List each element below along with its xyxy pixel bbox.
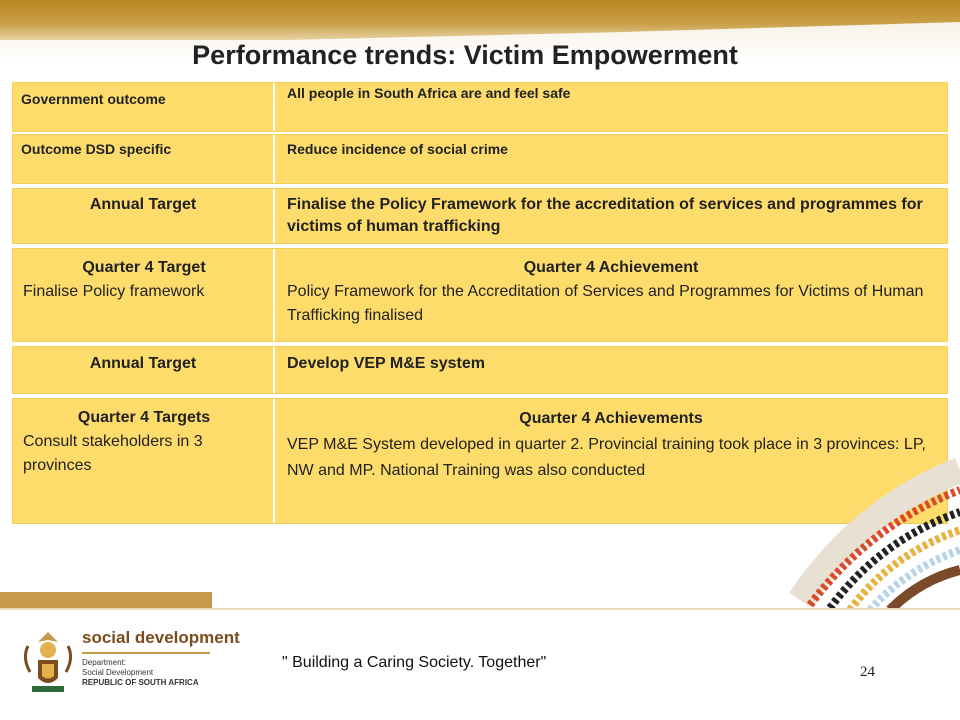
row-label: Annual Target (13, 347, 275, 393)
row-quarter4-targets-2: Quarter 4 Targets Consult stakeholders i… (12, 398, 948, 524)
quarter-achievement-heading: Quarter 4 Achievement (523, 259, 699, 276)
row-value: Finalise the Policy Framework for the ac… (287, 196, 923, 235)
department-block: Department: Social Development REPUBLIC … (82, 658, 199, 688)
quarter-target-heading: Quarter 4 Target (82, 259, 206, 276)
quarter-target-cell: Quarter 4 Target Finalise Policy framewo… (13, 249, 275, 341)
row-annual-target-1: Annual Target Finalise the Policy Framew… (12, 188, 948, 244)
department-label: Department: (82, 658, 127, 667)
quarter-achievement-heading: Quarter 4 Achievements (519, 410, 703, 427)
brand-name: social development (82, 628, 240, 647)
quarter-achievement-text: Policy Framework for the Accreditation o… (287, 283, 924, 324)
footer-accent-bar (0, 592, 212, 608)
row-label: Government outcome (13, 83, 275, 131)
slide-title: Performance trends: Victim Empowerment (192, 40, 738, 70)
row-value: Develop VEP M&E system (287, 355, 486, 372)
row-value: All people in South Africa are and feel … (287, 85, 571, 101)
page-number: 24 (860, 664, 875, 680)
quarter-target-heading: Quarter 4 Targets (77, 409, 211, 426)
quarter-target-text: Consult stakeholders in 3 provinces (23, 433, 203, 474)
quarter-achievement-cell: Quarter 4 Achievement Policy Framework f… (277, 249, 947, 341)
coat-of-arms-icon (23, 632, 73, 692)
beadwork-decoration (789, 457, 960, 610)
row-value: Reduce incidence of social crime (287, 141, 508, 157)
row-quarter4-target-1: Quarter 4 Target Finalise Policy framewo… (12, 248, 948, 342)
brand-underline (82, 652, 210, 654)
quarter-target-cell: Quarter 4 Targets Consult stakeholders i… (13, 399, 275, 523)
row-label: Outcome DSD specific (13, 135, 275, 183)
quarter-achievement-cell: Quarter 4 Achievements VEP M&E System de… (277, 399, 947, 523)
row-annual-target-2: Annual Target Develop VEP M&E system (12, 346, 948, 394)
department-name: Social Development (82, 668, 154, 677)
quarter-achievement-text: VEP M&E System developed in quarter 2. P… (287, 436, 926, 479)
row-outcome-dsd: Outcome DSD specific Reduce incidence of… (12, 134, 948, 184)
country-name: REPUBLIC OF SOUTH AFRICA (82, 678, 199, 687)
footer-divider (0, 608, 960, 610)
row-label: Annual Target (13, 189, 275, 243)
quarter-target-text: Finalise Policy framework (23, 283, 205, 300)
slogan: " Building a Caring Society. Together" (282, 654, 547, 671)
row-government-outcome: Government outcome All people in South A… (12, 82, 948, 132)
